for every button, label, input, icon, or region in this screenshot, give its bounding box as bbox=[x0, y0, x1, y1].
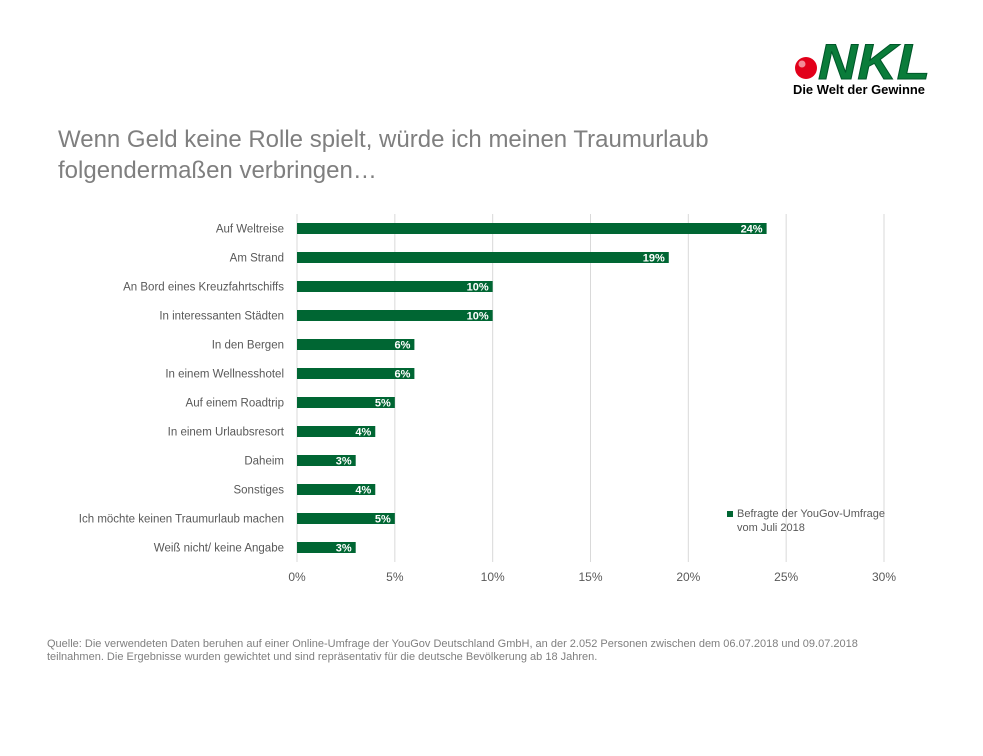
bar bbox=[297, 455, 356, 466]
bar bbox=[297, 339, 415, 350]
value-label: 6% bbox=[394, 369, 410, 381]
bar bbox=[297, 252, 669, 263]
value-label: 4% bbox=[355, 427, 371, 439]
value-label: 3% bbox=[336, 456, 352, 468]
legend-label: vom Juli 2018 bbox=[737, 522, 805, 534]
value-label: 19% bbox=[643, 253, 665, 265]
category-label: In den Bergen bbox=[212, 340, 284, 352]
bar-chart: 0% 5% 10% 15% 20% 25% 30% Auf Weltreise 24% Am St… bbox=[79, 214, 896, 584]
logo-tagline: Die Welt der Gewinne bbox=[793, 82, 925, 97]
category-label: Weiß nicht/ keine Angabe bbox=[154, 543, 284, 555]
x-tick-label: 30% bbox=[872, 570, 896, 584]
category-label: In interessanten Städten bbox=[159, 311, 284, 323]
title-line-2: folgendermaßen verbringen… bbox=[58, 157, 377, 184]
value-label: 3% bbox=[336, 543, 352, 555]
legend-swatch bbox=[727, 511, 733, 517]
x-tick-label: 10% bbox=[481, 570, 505, 584]
category-label: Ich möchte keinen Traumurlaub machen bbox=[79, 514, 284, 526]
logo-red-ball-icon bbox=[795, 57, 817, 79]
bar bbox=[297, 310, 493, 321]
page-title: Wenn Geld keine Rolle spielt, würde ich … bbox=[58, 124, 858, 186]
category-label: In einem Urlaubsresort bbox=[168, 427, 285, 439]
value-label: 24% bbox=[741, 224, 763, 236]
category-label: Sonstiges bbox=[233, 485, 284, 497]
bar bbox=[297, 513, 395, 524]
value-label: 5% bbox=[375, 514, 391, 526]
nkl-logo: NKL Die Welt der Gewinne bbox=[793, 34, 931, 98]
value-label: 6% bbox=[394, 340, 410, 352]
source-line-1: Quelle: Die verwendeten Daten beruhen au… bbox=[47, 638, 858, 650]
category-label: In einem Wellnesshotel bbox=[165, 369, 284, 381]
value-label: 10% bbox=[467, 311, 489, 323]
x-tick-label: 15% bbox=[578, 570, 602, 584]
bar bbox=[297, 281, 493, 292]
title-line-1: Wenn Geld keine Rolle spielt, würde ich … bbox=[58, 126, 709, 153]
category-label: Auf Weltreise bbox=[216, 224, 284, 236]
category-label: Daheim bbox=[244, 456, 284, 468]
bar bbox=[297, 484, 376, 495]
legend-label: Befragte der YouGov-Umfrage bbox=[737, 508, 885, 520]
x-tick-label: 25% bbox=[774, 570, 798, 584]
value-label: 4% bbox=[355, 485, 371, 497]
source-line-2: teilnahmen. Die Ergebnisse wurden gewich… bbox=[47, 651, 598, 663]
bar bbox=[297, 368, 415, 379]
category-label: Am Strand bbox=[230, 253, 284, 265]
category-label: An Bord eines Kreuzfahrtschiffs bbox=[123, 282, 284, 294]
logo-wordmark: NKL bbox=[818, 34, 930, 90]
x-tick-label: 20% bbox=[676, 570, 700, 584]
source-note: Quelle: Die verwendeten Daten beruhen au… bbox=[47, 638, 947, 664]
value-label: 5% bbox=[375, 398, 391, 410]
x-tick-label: 0% bbox=[288, 570, 306, 584]
bar bbox=[297, 542, 356, 553]
bar bbox=[297, 426, 376, 437]
x-tick-label: 5% bbox=[386, 570, 404, 584]
category-label: Auf einem Roadtrip bbox=[186, 398, 284, 410]
bar bbox=[297, 397, 395, 408]
value-label: 10% bbox=[467, 282, 489, 294]
bar bbox=[297, 223, 767, 234]
